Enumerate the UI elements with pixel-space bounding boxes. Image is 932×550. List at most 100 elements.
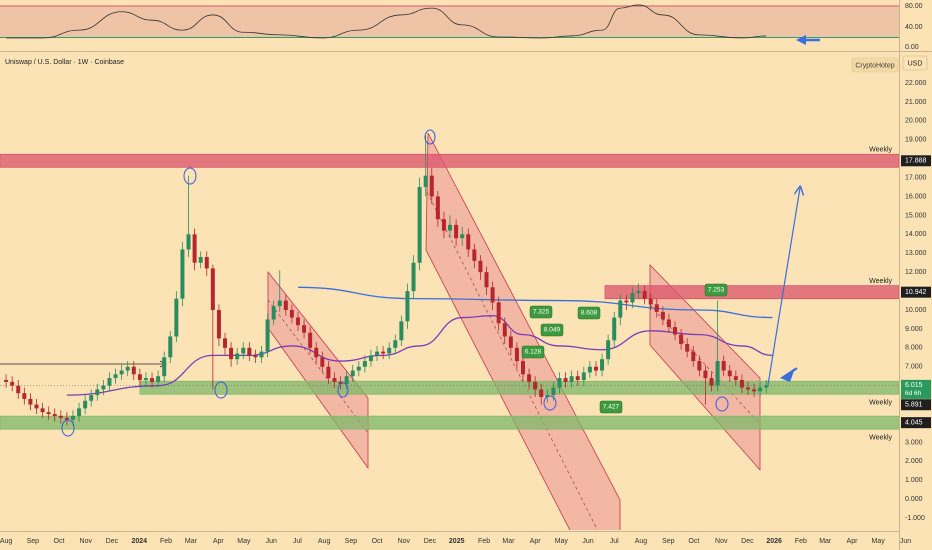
candle-body (654, 304, 659, 312)
level-label: Weekly (869, 147, 892, 154)
x-tick-label: Feb (795, 538, 807, 545)
candle-body (162, 357, 167, 377)
candle-body (381, 351, 386, 354)
candle-body (612, 317, 617, 341)
candle-body (435, 196, 440, 220)
annotation-label: 6.128 (525, 349, 542, 356)
candle-body (618, 300, 623, 318)
x-tick-label: 2025 (449, 538, 465, 545)
x-tick-label: Jul (610, 538, 619, 545)
x-tick-label: Jun (266, 538, 277, 545)
y-tick-label: 15.000 (905, 212, 927, 219)
annotation-box (540, 323, 564, 337)
candle-body (502, 323, 507, 337)
candle-body (83, 400, 88, 409)
candle-body (265, 319, 270, 352)
candle-body (168, 336, 173, 358)
level-zone (604, 285, 899, 300)
x-tick-label: Jun (582, 538, 593, 545)
candle-body (332, 378, 337, 382)
candle-body (454, 224, 459, 239)
y-tick-label: 0.000 (905, 496, 923, 503)
candle-body (4, 379, 9, 382)
moving-average (297, 286, 773, 319)
candle-body (192, 234, 197, 263)
channel-mid (426, 191, 598, 530)
candle-body (636, 291, 641, 293)
candle-body (660, 311, 665, 320)
candle-body (95, 389, 100, 396)
price-badge-label: 10.942 (905, 289, 927, 296)
candle-body (624, 300, 629, 303)
level-label: Weekly (869, 400, 892, 407)
annotation-box (577, 306, 601, 320)
moving-average (66, 315, 773, 396)
channel (425, 132, 621, 530)
annotation-box (521, 345, 545, 359)
candle-body (600, 359, 605, 371)
x-tick-label: Oct (688, 538, 699, 545)
author: CryptoHotep (855, 62, 894, 69)
candle-body (393, 340, 398, 348)
candle-body (593, 366, 598, 371)
candle-body (70, 415, 75, 420)
x-tick-label: Oct (372, 538, 383, 545)
candle-body (569, 376, 574, 382)
candle-body (666, 319, 671, 328)
x-tick-label: Jul (293, 538, 302, 545)
last-price-badge (901, 379, 931, 399)
candle-body (143, 378, 148, 380)
candle-body (150, 378, 155, 382)
candle-body (545, 395, 550, 398)
pointer-arrow (796, 35, 806, 45)
candle-body (441, 219, 446, 231)
candle-body (174, 298, 179, 337)
y-tick-label: 9.000 (905, 326, 923, 333)
candle-body (295, 317, 300, 326)
candle-body (520, 361, 525, 375)
x-tick-label: May (872, 538, 886, 545)
candle-body (186, 234, 191, 250)
candle-body (642, 291, 647, 299)
x-tick-label: Apr (530, 538, 542, 545)
y-tick-label: 16.000 (905, 193, 927, 200)
candle-body (253, 355, 258, 358)
candle-body (484, 272, 489, 288)
annotation-label: 7.427 (603, 404, 620, 411)
annotation-label: 8.049 (544, 327, 561, 334)
annotation-label: 8.608 (581, 310, 598, 317)
candle-body (350, 370, 355, 377)
y-tick-label: 8.000 (905, 345, 923, 352)
candle-body (733, 376, 738, 380)
candle-body (478, 260, 483, 273)
candle-body (289, 309, 294, 318)
candle-body (758, 387, 763, 392)
x-tick-label: Apr (213, 538, 225, 545)
candle-body (685, 344, 690, 352)
x-tick-label: Sep (662, 538, 675, 545)
x-tick-label: Apr (847, 538, 859, 545)
candle-body (198, 257, 203, 263)
candle-body (34, 404, 39, 409)
annotation-label: 7.325 (533, 309, 550, 316)
x-tick-label: Nov (398, 538, 411, 545)
y-tick-label: -1.000 (905, 515, 925, 522)
y-tick-label: 7.000 (905, 364, 923, 371)
candle-body (28, 398, 33, 405)
x-tick-label: Dec (106, 538, 119, 545)
candle-body (691, 351, 696, 362)
candle-body (429, 175, 434, 197)
candle-body (58, 415, 63, 418)
candle-body (338, 381, 343, 384)
oscillator-line (6, 4, 767, 39)
price-badge (901, 399, 931, 411)
x-tick-label: Feb (160, 538, 172, 545)
x-tick-label: Feb (478, 538, 490, 545)
chart-title: Uniswap / U.S. Dollar · 1W · Coinbase (5, 59, 124, 66)
candle-body (52, 414, 57, 416)
y-tick-label: 2.000 (905, 458, 923, 465)
circle-marker (424, 129, 436, 145)
candle-body (466, 234, 471, 250)
